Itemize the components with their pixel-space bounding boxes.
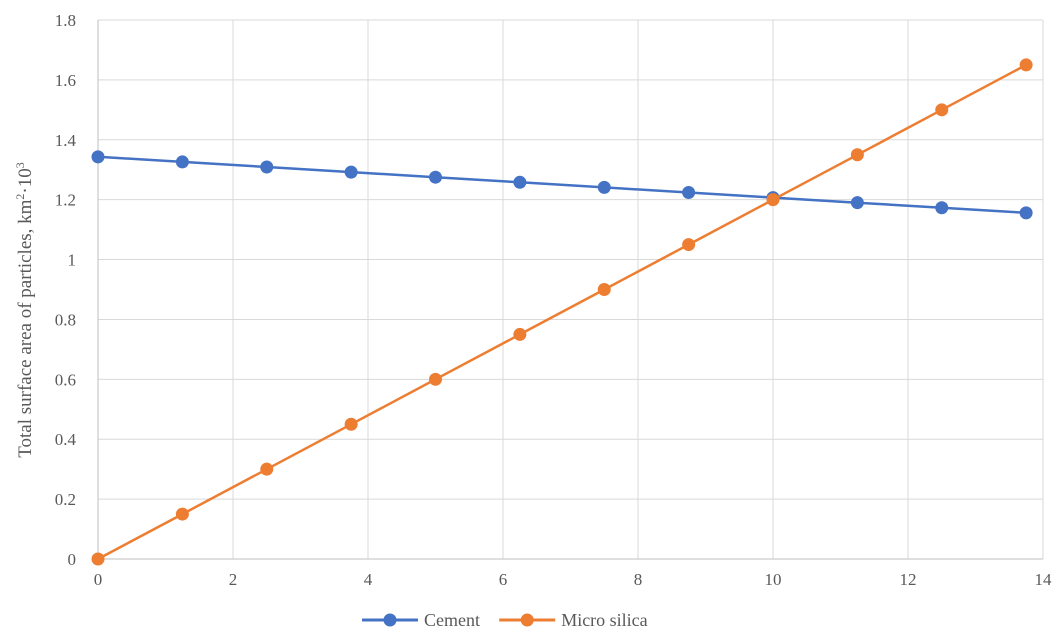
micro-silica-legend-marker xyxy=(520,613,534,627)
y-tick-label: 1.4 xyxy=(55,131,77,150)
legend: Cement Micro silica xyxy=(362,610,648,630)
micro-silica-data-point xyxy=(850,148,864,162)
y-tick-label: 1.6 xyxy=(55,71,76,90)
cement-data-point xyxy=(1019,206,1033,220)
y-tick-label: 1.2 xyxy=(55,191,76,210)
micro-silica-data-point xyxy=(175,507,189,521)
axes: 0 0.2 0.4 0.6 0.8 1 1.2 1.4 1.6 1.8 0 2 4 6 8 10 12 14 xyxy=(55,11,1052,589)
micro-silica-data-point xyxy=(766,193,780,207)
x-tick-label: 12 xyxy=(900,570,917,589)
cement-data-point xyxy=(175,155,189,169)
y-tick-label: 0.8 xyxy=(55,310,76,329)
y-tick-label: 0.2 xyxy=(55,490,76,509)
grid xyxy=(98,19,1044,559)
cement-data-point xyxy=(850,196,864,210)
micro-silica-legend-label: Micro silica xyxy=(561,610,647,630)
cement-legend-marker xyxy=(383,613,397,627)
cement-data-point xyxy=(513,175,527,189)
cement-series-line xyxy=(97,155,1027,215)
cement-data-point xyxy=(260,160,274,174)
cement-legend-label: Cement xyxy=(424,610,480,630)
cement-data-point xyxy=(935,201,949,215)
y-tick-label: 0.6 xyxy=(55,370,76,389)
cement-data-point xyxy=(429,170,442,184)
micro-silica-data-point xyxy=(344,417,358,431)
series-group xyxy=(91,58,1033,566)
micro-silica-data-point xyxy=(935,103,949,117)
micro-silica-series-line xyxy=(97,63,1027,561)
x-tick-label: 0 xyxy=(94,570,103,589)
x-tick-label: 14 xyxy=(1035,570,1053,589)
x-tick-label: 4 xyxy=(364,570,373,589)
cement-data-point xyxy=(344,165,358,179)
cement-data-point xyxy=(682,185,696,199)
x-tick-label: 2 xyxy=(229,570,238,589)
micro-silica-data-point xyxy=(513,327,527,341)
micro-silica-data-point xyxy=(429,372,442,386)
cement-data-point xyxy=(91,150,105,164)
micro-silica-data-point xyxy=(91,552,105,566)
micro-silica-data-point xyxy=(682,238,696,252)
micro-silica-data-point xyxy=(1019,58,1033,72)
x-tick-label: 8 xyxy=(634,570,643,589)
x-tick-label: 6 xyxy=(499,570,508,589)
y-axis-title: Total surface area of particles, km2·103 xyxy=(13,162,36,458)
y-tick-label: 0.4 xyxy=(55,430,77,449)
cement-data-point xyxy=(597,180,611,194)
y-tick-label: 1.8 xyxy=(55,11,76,30)
y-tick-label: 1 xyxy=(68,251,77,270)
x-tick-label: 10 xyxy=(765,570,782,589)
micro-silica-data-point xyxy=(260,462,274,476)
micro-silica-data-point xyxy=(597,283,611,296)
y-tick-label: 0 xyxy=(68,550,77,569)
